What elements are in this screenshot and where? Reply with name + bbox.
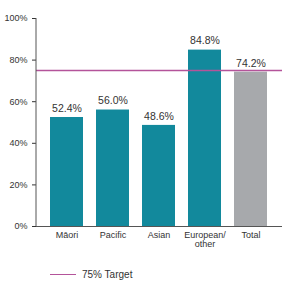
- svg-text:Total: Total: [241, 230, 260, 240]
- svg-text:56.0%: 56.0%: [98, 94, 128, 106]
- svg-text:Māori: Māori: [56, 230, 79, 240]
- svg-text:European/other: European/other: [184, 230, 226, 249]
- svg-text:Asian: Asian: [148, 230, 171, 240]
- svg-text:60%: 60%: [9, 97, 27, 107]
- svg-text:0%: 0%: [14, 221, 27, 231]
- svg-text:100%: 100%: [4, 13, 27, 23]
- svg-text:52.4%: 52.4%: [52, 102, 82, 114]
- html-text:75% Target: 75% Target: [82, 268, 133, 280]
- svg-text:80%: 80%: [9, 55, 27, 65]
- svg-text:40%: 40%: [9, 138, 27, 148]
- svg-text:20%: 20%: [9, 180, 27, 190]
- svg-text:84.8%: 84.8%: [190, 34, 220, 46]
- svg-text:74.2%: 74.2%: [236, 57, 266, 69]
- svg-text:48.6%: 48.6%: [144, 110, 174, 122]
- svg-text:Pacific: Pacific: [100, 230, 127, 240]
